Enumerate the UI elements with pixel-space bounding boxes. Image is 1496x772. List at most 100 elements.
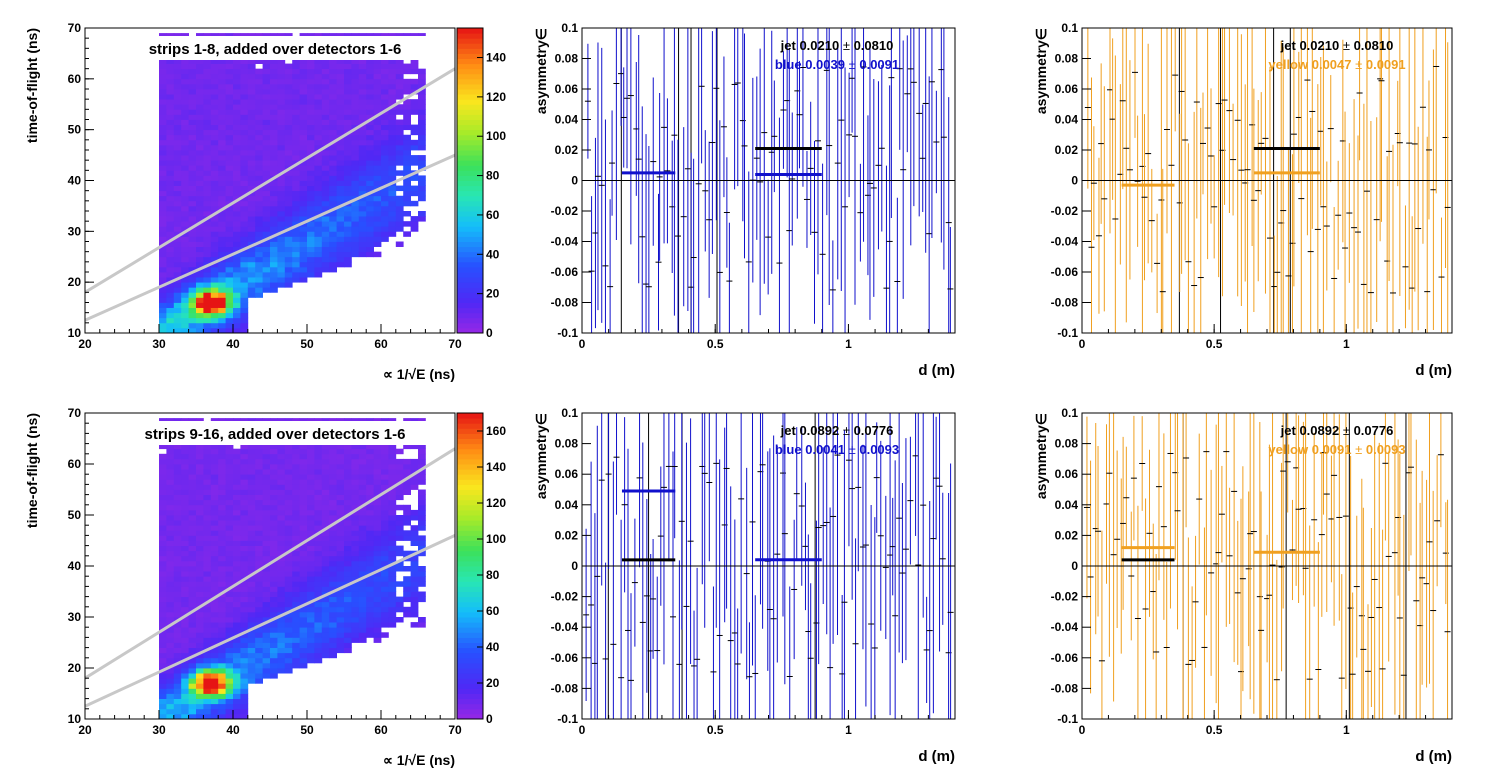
heatmap-bin [299, 277, 308, 283]
heatmap-bin [233, 647, 241, 654]
heatmap-bin [247, 139, 256, 146]
heatmap-bin [255, 530, 263, 536]
heatmap-bin [358, 58, 367, 64]
heatmap-bin [203, 657, 212, 664]
heatmap-bin [314, 266, 323, 273]
heatmap-bin [314, 180, 323, 186]
heatmap-bin [388, 515, 397, 521]
axes: 0 0.5 1-0.1-0.08-0.06-0.04-0.0200.020.040.… [533, 21, 956, 379]
heatmap-bin [314, 448, 323, 455]
heatmap-bin [159, 83, 167, 90]
heatmap-bin [225, 211, 234, 217]
heatmap-bin [196, 175, 204, 181]
heatmap-bin [336, 642, 345, 648]
heatmap-bin [247, 601, 256, 608]
heatmap-bin [270, 150, 278, 156]
heatmap-bin [344, 494, 352, 501]
heatmap-bin [329, 601, 337, 608]
heatmap-bin [410, 144, 419, 151]
heatmap-bin [270, 591, 278, 597]
heatmap-bin [321, 165, 330, 171]
colorbar-step [457, 591, 483, 598]
heatmap-bin [196, 540, 204, 546]
heatmap-bin [240, 499, 249, 506]
heatmap-bin [181, 109, 189, 115]
y-tick-label: 50 [68, 508, 82, 522]
heatmap-bin [277, 555, 286, 562]
heatmap-bin [188, 73, 197, 80]
heatmap-bin [247, 576, 256, 582]
heatmap-bin [307, 129, 315, 136]
heatmap-bin [292, 114, 300, 120]
heatmap-bin [329, 464, 337, 470]
heatmap-bin [358, 246, 367, 253]
heatmap-bin [203, 114, 212, 120]
heatmap-bin [159, 550, 167, 557]
heatmap-bin [307, 89, 315, 95]
heatmap-bin [307, 418, 315, 424]
heatmap-bin [336, 144, 345, 151]
heatmap-bin [358, 175, 367, 181]
heatmap-bin [351, 515, 360, 521]
heatmap-bin [388, 540, 397, 546]
heatmap-bin [225, 576, 234, 582]
heatmap-bin [270, 662, 278, 669]
heatmap-bin [292, 509, 300, 516]
heatmap-bin [203, 668, 212, 674]
heatmap-bin [240, 418, 249, 424]
heatmap-bin [247, 545, 256, 552]
heatmap-bin [270, 160, 278, 166]
heatmap-bin [159, 545, 167, 552]
heatmap-bin [358, 494, 367, 501]
heatmap-bin [299, 647, 308, 654]
heatmap-bin [203, 236, 212, 242]
heatmap-bin [299, 611, 308, 618]
heatmap-bin [344, 185, 352, 192]
heatmap-bin [418, 469, 426, 475]
heatmap-bin [255, 68, 263, 75]
heatmap-bin [307, 489, 315, 495]
heatmap-bin [321, 576, 330, 582]
heatmap-bin [233, 104, 241, 110]
heatmap-bin [181, 170, 189, 176]
heatmap-bin [329, 611, 337, 618]
heatmap-bin [196, 83, 204, 90]
heatmap-bin [255, 266, 263, 273]
heatmap-bin [403, 89, 411, 95]
heatmap-bin [247, 33, 256, 39]
heatmap-bin [292, 180, 300, 186]
heatmap-bin [418, 566, 426, 572]
heatmap-bin [203, 170, 212, 176]
heatmap-bin [173, 317, 182, 324]
heatmap-bin [336, 469, 345, 475]
heatmap-bin [314, 540, 323, 546]
heatmap-bin [299, 622, 308, 628]
heatmap-bin [210, 525, 219, 531]
heatmap-bin [233, 63, 241, 70]
heatmap-bin [233, 287, 241, 293]
heatmap-bin [277, 139, 286, 146]
heatmap-bin [366, 627, 374, 633]
heatmap-bin [159, 261, 167, 268]
heatmap-bin [188, 591, 197, 597]
heatmap-bin [410, 484, 419, 490]
heatmap-bin [418, 494, 426, 501]
heatmap-bin [381, 144, 389, 151]
heatmap-bin [388, 606, 397, 613]
heatmap-bin [262, 418, 271, 424]
y-axis-title: asymmetry∈ [533, 413, 549, 499]
heatmap-bin [166, 205, 175, 212]
fit-segments [1121, 546, 1320, 562]
heatmap-bin [292, 277, 300, 283]
y-tick-label: 10 [68, 712, 82, 726]
colorbar-step [457, 413, 483, 419]
heatmap-bin [270, 601, 278, 608]
heatmap-bin [203, 627, 212, 633]
heatmap-bin [307, 494, 315, 501]
heatmap-bin [159, 170, 167, 176]
heatmap-bin [240, 627, 249, 633]
heatmap-bin [351, 94, 360, 100]
heatmap-bin [329, 266, 337, 273]
heatmap-bin [255, 175, 263, 181]
